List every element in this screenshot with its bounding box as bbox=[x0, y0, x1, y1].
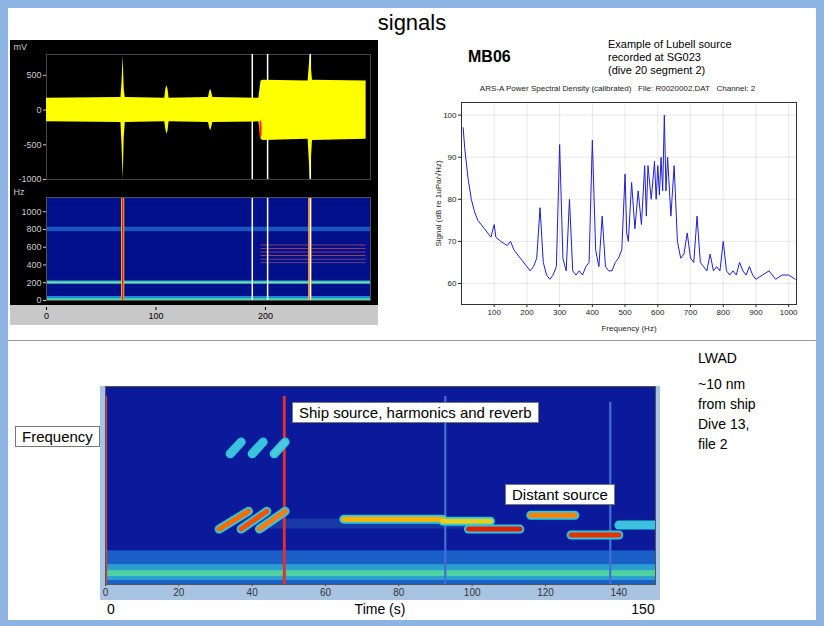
svg-text:600: 600 bbox=[26, 242, 41, 252]
html-text:Ship source, harmonics and rev: Ship source, harmonics and reverb bbox=[299, 404, 532, 421]
html-text:recorded at SG023: recorded at SG023 bbox=[608, 51, 701, 63]
svg-text:100: 100 bbox=[443, 111, 457, 120]
svg-text:0: 0 bbox=[36, 105, 41, 115]
svg-text:20: 20 bbox=[173, 587, 185, 598]
html-text:~10 nm: ~10 nm bbox=[698, 376, 746, 392]
svg-text:Hz: Hz bbox=[14, 187, 25, 197]
svg-text:Frequency (Hz): Frequency (Hz) bbox=[601, 324, 656, 333]
html-text:0: 0 bbox=[107, 601, 115, 617]
svg-text:1000: 1000 bbox=[21, 207, 41, 217]
html-text:MB06: MB06 bbox=[468, 48, 511, 65]
svg-text:0: 0 bbox=[44, 311, 49, 321]
html-text:Dive 13,: Dive 13, bbox=[698, 416, 750, 432]
svg-text:100: 100 bbox=[488, 308, 502, 317]
html-text:signals: signals bbox=[377, 10, 447, 35]
html-text:Frequency: Frequency bbox=[22, 428, 93, 445]
svg-text:200: 200 bbox=[258, 311, 273, 321]
svg-text:100: 100 bbox=[464, 587, 481, 598]
svg-text:800: 800 bbox=[26, 224, 41, 234]
html-text:Time (s): Time (s) bbox=[354, 601, 406, 617]
svg-text:mV: mV bbox=[14, 42, 28, 52]
svg-text:900: 900 bbox=[749, 308, 763, 317]
svg-text:200: 200 bbox=[26, 278, 41, 288]
svg-text:80: 80 bbox=[448, 195, 457, 204]
svg-text:60: 60 bbox=[448, 279, 457, 288]
html-text:150: 150 bbox=[631, 601, 655, 617]
html-text:file 2: file 2 bbox=[698, 436, 728, 452]
svg-text:600: 600 bbox=[651, 308, 665, 317]
svg-text:0: 0 bbox=[36, 295, 41, 305]
svg-text:140: 140 bbox=[610, 587, 627, 598]
svg-text:70: 70 bbox=[448, 237, 457, 246]
svg-text:200: 200 bbox=[520, 308, 534, 317]
svg-text:500: 500 bbox=[618, 308, 632, 317]
svg-text:500: 500 bbox=[26, 70, 41, 80]
html-text:from ship: from ship bbox=[698, 396, 756, 412]
svg-text:800: 800 bbox=[717, 308, 731, 317]
svg-text:60: 60 bbox=[320, 587, 332, 598]
html-text:Example of Lubell source: Example of Lubell source bbox=[608, 38, 732, 50]
html-text:(dive 20 segment 2): (dive 20 segment 2) bbox=[608, 64, 706, 76]
svg-text:100: 100 bbox=[148, 311, 163, 321]
svg-text:300: 300 bbox=[553, 308, 567, 317]
svg-text:700: 700 bbox=[684, 308, 698, 317]
svg-text:-1000: -1000 bbox=[18, 174, 41, 184]
svg-text:90: 90 bbox=[448, 153, 457, 162]
svg-text:80: 80 bbox=[393, 587, 405, 598]
svg-text:40: 40 bbox=[247, 587, 259, 598]
svg-text:120: 120 bbox=[537, 587, 554, 598]
svg-text:0: 0 bbox=[103, 587, 109, 598]
svg-text:Signal (dB re 1uPa/√Hz): Signal (dB re 1uPa/√Hz) bbox=[434, 160, 443, 247]
svg-text:400: 400 bbox=[26, 260, 41, 270]
html-text:ARS-A Power Spectral Density (: ARS-A Power Spectral Density (calibrated… bbox=[479, 84, 756, 93]
html-text:Distant source: Distant source bbox=[512, 486, 608, 503]
svg-text:400: 400 bbox=[586, 308, 600, 317]
svg-text:1000: 1000 bbox=[780, 308, 798, 317]
html-text:LWAD: LWAD bbox=[698, 350, 737, 366]
svg-text:-500: -500 bbox=[23, 140, 41, 150]
